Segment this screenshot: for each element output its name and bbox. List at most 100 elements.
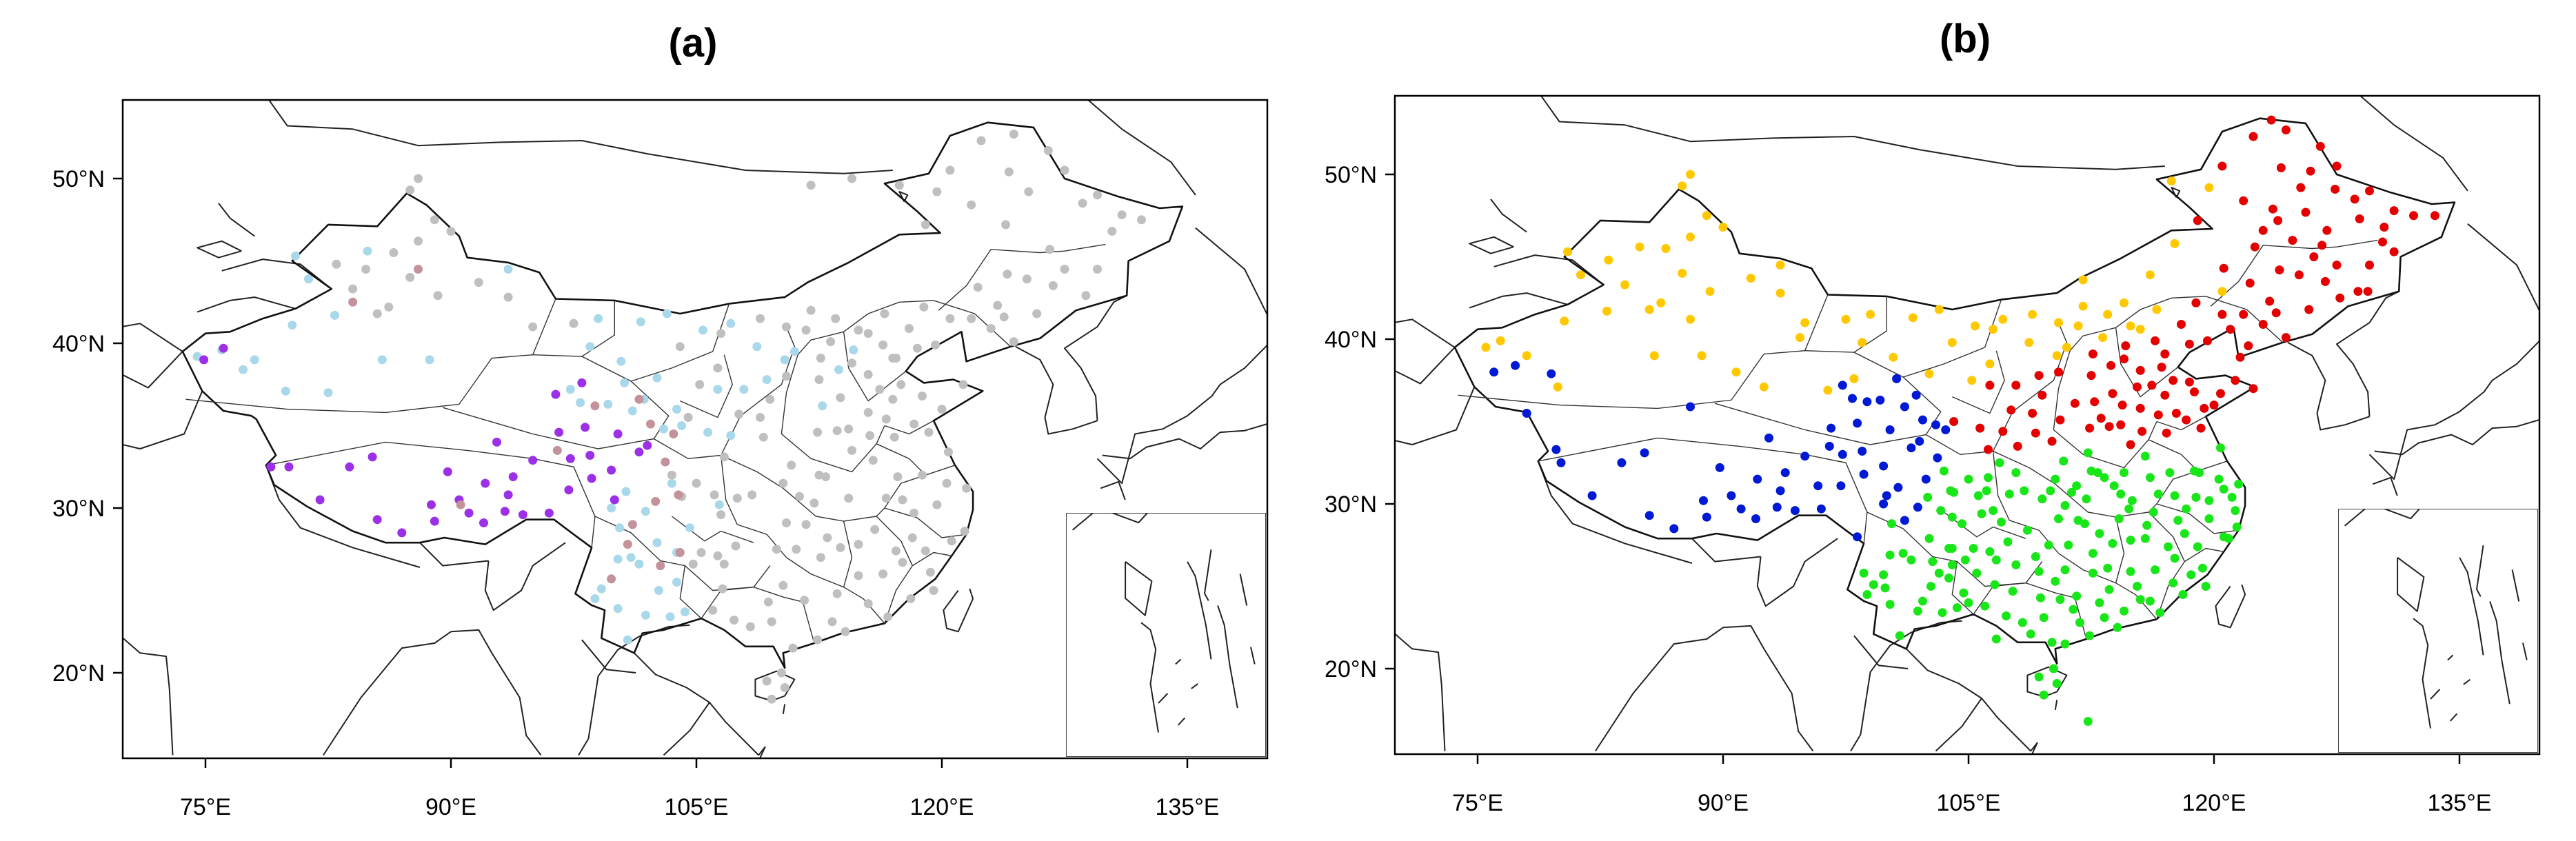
station-dot [1602,306,1611,316]
coastline [1340,236,1351,336]
station-dot [528,456,538,465]
station-dot [674,490,683,500]
station-dot [1009,337,1018,347]
province-border [843,332,907,402]
station-dot [2140,452,2150,461]
station-dot [2135,365,2145,375]
station-dot [847,445,856,455]
province-border [2115,296,2284,343]
station-dot [821,472,830,482]
station-dot [1913,606,1922,616]
inset-south-china-sea [2338,509,2538,753]
station-dot [2248,384,2258,394]
province-border [185,298,556,414]
station-dot [2191,492,2201,502]
station-dot [2133,382,2142,392]
station-dot [2004,489,2014,499]
station-dot [2197,563,2207,573]
station-dot [405,185,415,195]
inset-coastline [1204,549,1212,601]
station-dot [778,580,788,590]
station-dot [986,324,996,333]
station-dot [2055,595,2065,605]
station-dot [1998,314,2008,324]
station-dot [665,612,675,622]
station-dot [464,508,474,518]
station-dot [2320,276,2330,286]
coastline [2359,96,2468,192]
station-dot [1686,170,1695,179]
station-dot [2301,207,2311,217]
station-dot [1947,512,1957,522]
station-dot [1911,390,1921,400]
station-dot [2322,225,2332,235]
station-dot [1887,519,1896,529]
station-dot [1862,590,1872,599]
station-dot [767,617,776,627]
station-dot [654,586,663,595]
station-dot [1640,448,1649,458]
station-dot [2353,287,2363,296]
coastline [2372,476,2398,496]
province-border [781,331,844,434]
station-dot [2178,590,2188,599]
station-dot [800,596,809,605]
station-dot [627,406,637,416]
station-dot [1620,280,1630,290]
station-dot [2365,261,2374,270]
station-dot [1900,402,1909,412]
coastline [1395,633,1446,751]
province-border [781,425,885,473]
inset-coastline [1217,605,1238,709]
coastline [419,542,489,567]
x-tick-label: 135°E [1155,794,1219,820]
station-dot [590,401,600,411]
station-dot [2047,638,2057,647]
station-dot [726,431,736,440]
station-dot [2157,363,2166,372]
station-dot [2304,305,2314,314]
station-dot [1931,420,1940,429]
station-dot [332,259,341,269]
station-dot [1836,481,1846,491]
station-dot [2145,270,2155,280]
station-dot [726,318,736,328]
station-dot [2331,185,2340,194]
station-dot [834,365,843,374]
coastline [758,746,766,758]
station-dot [2034,567,2044,576]
station-dot [2182,415,2191,425]
station-dot [918,470,927,480]
province-border [884,420,934,435]
station-dot [696,548,706,557]
station-dot [2191,298,2201,307]
coastline [943,588,974,633]
station-dot [1924,369,1934,378]
station-dot [1004,167,1014,176]
station-dot [714,500,724,509]
station-dot [1941,425,1951,434]
station-dot [1511,361,1520,370]
station-dot [615,523,624,533]
station-dot [863,407,873,417]
station-dot [1893,483,1903,492]
station-dot [2082,494,2091,504]
station-dot [667,478,676,488]
station-dot [945,314,955,323]
station-dot [2217,287,2227,296]
station-dot [2180,529,2189,538]
station-dot [239,365,248,374]
coastline [123,323,183,352]
station-dot [2070,398,2080,408]
station-dot [816,553,825,563]
inset-coastline [1071,513,1149,531]
province-border [653,438,758,473]
province-border [912,551,952,567]
station-dot [2193,216,2202,225]
station-dot [2365,186,2374,196]
station-dot [1827,423,1836,433]
station-dot [703,427,713,437]
station-dot [898,558,907,567]
station-dot [1960,555,1970,565]
station-dot [585,451,595,460]
